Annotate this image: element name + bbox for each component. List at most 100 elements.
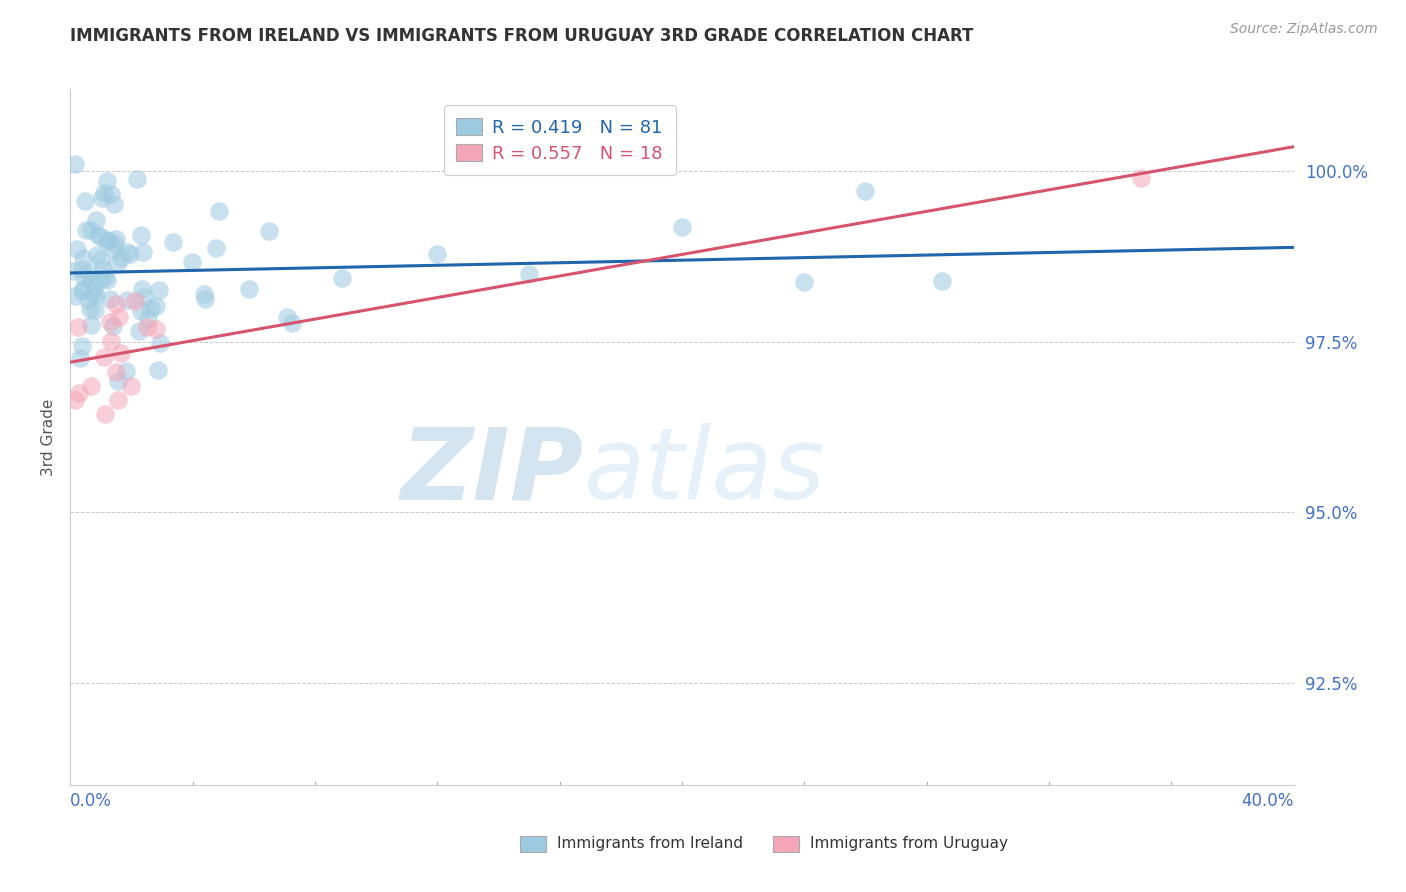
Point bbox=[107, 375, 129, 389]
Point bbox=[671, 220, 693, 235]
Point bbox=[115, 293, 138, 307]
Point bbox=[90, 229, 112, 244]
Text: 40.0%: 40.0% bbox=[1241, 792, 1294, 810]
Point bbox=[62, 264, 84, 278]
Point bbox=[104, 237, 127, 252]
Point bbox=[96, 235, 118, 249]
Y-axis label: 3rd Grade: 3rd Grade bbox=[41, 399, 56, 475]
Text: IMMIGRANTS FROM IRELAND VS IMMIGRANTS FROM URUGUAY 3RD GRADE CORRELATION CHART: IMMIGRANTS FROM IRELAND VS IMMIGRANTS FR… bbox=[70, 27, 974, 45]
Point bbox=[145, 299, 167, 313]
Point bbox=[145, 322, 167, 336]
Point bbox=[93, 270, 115, 285]
Point bbox=[69, 351, 91, 365]
Point bbox=[80, 223, 103, 237]
Point bbox=[194, 292, 217, 306]
Point bbox=[90, 252, 112, 266]
Point bbox=[139, 301, 162, 315]
Text: atlas: atlas bbox=[583, 424, 825, 520]
Point bbox=[132, 244, 155, 259]
Point bbox=[82, 286, 104, 301]
Point bbox=[97, 233, 120, 247]
Point bbox=[73, 194, 96, 208]
Point bbox=[73, 270, 96, 285]
Point bbox=[128, 325, 150, 339]
Point bbox=[110, 251, 132, 265]
Point bbox=[104, 232, 127, 246]
Point bbox=[96, 174, 118, 188]
Point bbox=[90, 191, 112, 205]
Point bbox=[148, 283, 170, 297]
Point bbox=[79, 301, 101, 316]
Point bbox=[72, 282, 94, 296]
Point bbox=[131, 282, 153, 296]
Point bbox=[132, 290, 155, 304]
Point bbox=[257, 224, 280, 238]
Point bbox=[84, 289, 107, 303]
Point bbox=[80, 318, 103, 332]
Point bbox=[94, 407, 117, 421]
Point bbox=[114, 364, 136, 378]
Point bbox=[121, 379, 143, 393]
Text: 0.0%: 0.0% bbox=[70, 792, 112, 810]
Point bbox=[98, 315, 121, 329]
Point bbox=[70, 262, 93, 277]
Point bbox=[426, 247, 449, 261]
Point bbox=[93, 262, 115, 277]
Point bbox=[193, 286, 215, 301]
Point bbox=[124, 293, 146, 308]
Point bbox=[129, 228, 152, 243]
Point bbox=[100, 186, 122, 201]
Text: Immigrants from Uruguay: Immigrants from Uruguay bbox=[810, 837, 1008, 851]
Point bbox=[118, 247, 141, 261]
Point bbox=[86, 212, 108, 227]
Point bbox=[77, 293, 100, 307]
Point bbox=[96, 273, 118, 287]
Point bbox=[105, 365, 128, 379]
Point bbox=[70, 284, 93, 298]
Point bbox=[103, 318, 125, 333]
Point bbox=[93, 186, 115, 200]
Legend: R = 0.419   N = 81, R = 0.557   N = 18: R = 0.419 N = 81, R = 0.557 N = 18 bbox=[444, 105, 675, 176]
Point bbox=[149, 336, 172, 351]
Point bbox=[93, 350, 115, 364]
Point bbox=[931, 274, 953, 288]
Point bbox=[517, 267, 540, 281]
Point bbox=[84, 302, 107, 317]
Point bbox=[129, 304, 152, 318]
Point bbox=[63, 392, 86, 407]
Point bbox=[238, 282, 260, 296]
Point bbox=[855, 184, 877, 198]
Point bbox=[180, 255, 202, 269]
Point bbox=[86, 227, 108, 242]
Point bbox=[146, 363, 169, 377]
Point bbox=[79, 378, 101, 392]
Point bbox=[75, 222, 97, 236]
Point bbox=[104, 296, 127, 310]
Point bbox=[136, 310, 159, 325]
Point bbox=[66, 243, 89, 257]
Point bbox=[66, 320, 89, 334]
Point bbox=[793, 275, 815, 289]
Point bbox=[115, 245, 138, 260]
Point bbox=[330, 271, 353, 285]
Point bbox=[125, 172, 148, 186]
Point bbox=[105, 256, 128, 270]
Text: ZIP: ZIP bbox=[401, 424, 583, 520]
Point bbox=[103, 242, 125, 256]
Point bbox=[72, 252, 94, 266]
Point bbox=[1129, 170, 1152, 185]
Point bbox=[110, 346, 132, 360]
Point bbox=[280, 317, 302, 331]
Text: Source: ZipAtlas.com: Source: ZipAtlas.com bbox=[1230, 21, 1378, 36]
Point bbox=[89, 273, 111, 287]
Point bbox=[205, 241, 228, 255]
Point bbox=[100, 334, 122, 348]
Point bbox=[86, 247, 108, 261]
Point bbox=[103, 197, 125, 211]
Point bbox=[80, 275, 103, 289]
Point bbox=[208, 204, 231, 219]
Text: Immigrants from Ireland: Immigrants from Ireland bbox=[557, 837, 742, 851]
Point bbox=[276, 310, 298, 325]
Point bbox=[72, 339, 94, 353]
Point bbox=[67, 386, 90, 401]
